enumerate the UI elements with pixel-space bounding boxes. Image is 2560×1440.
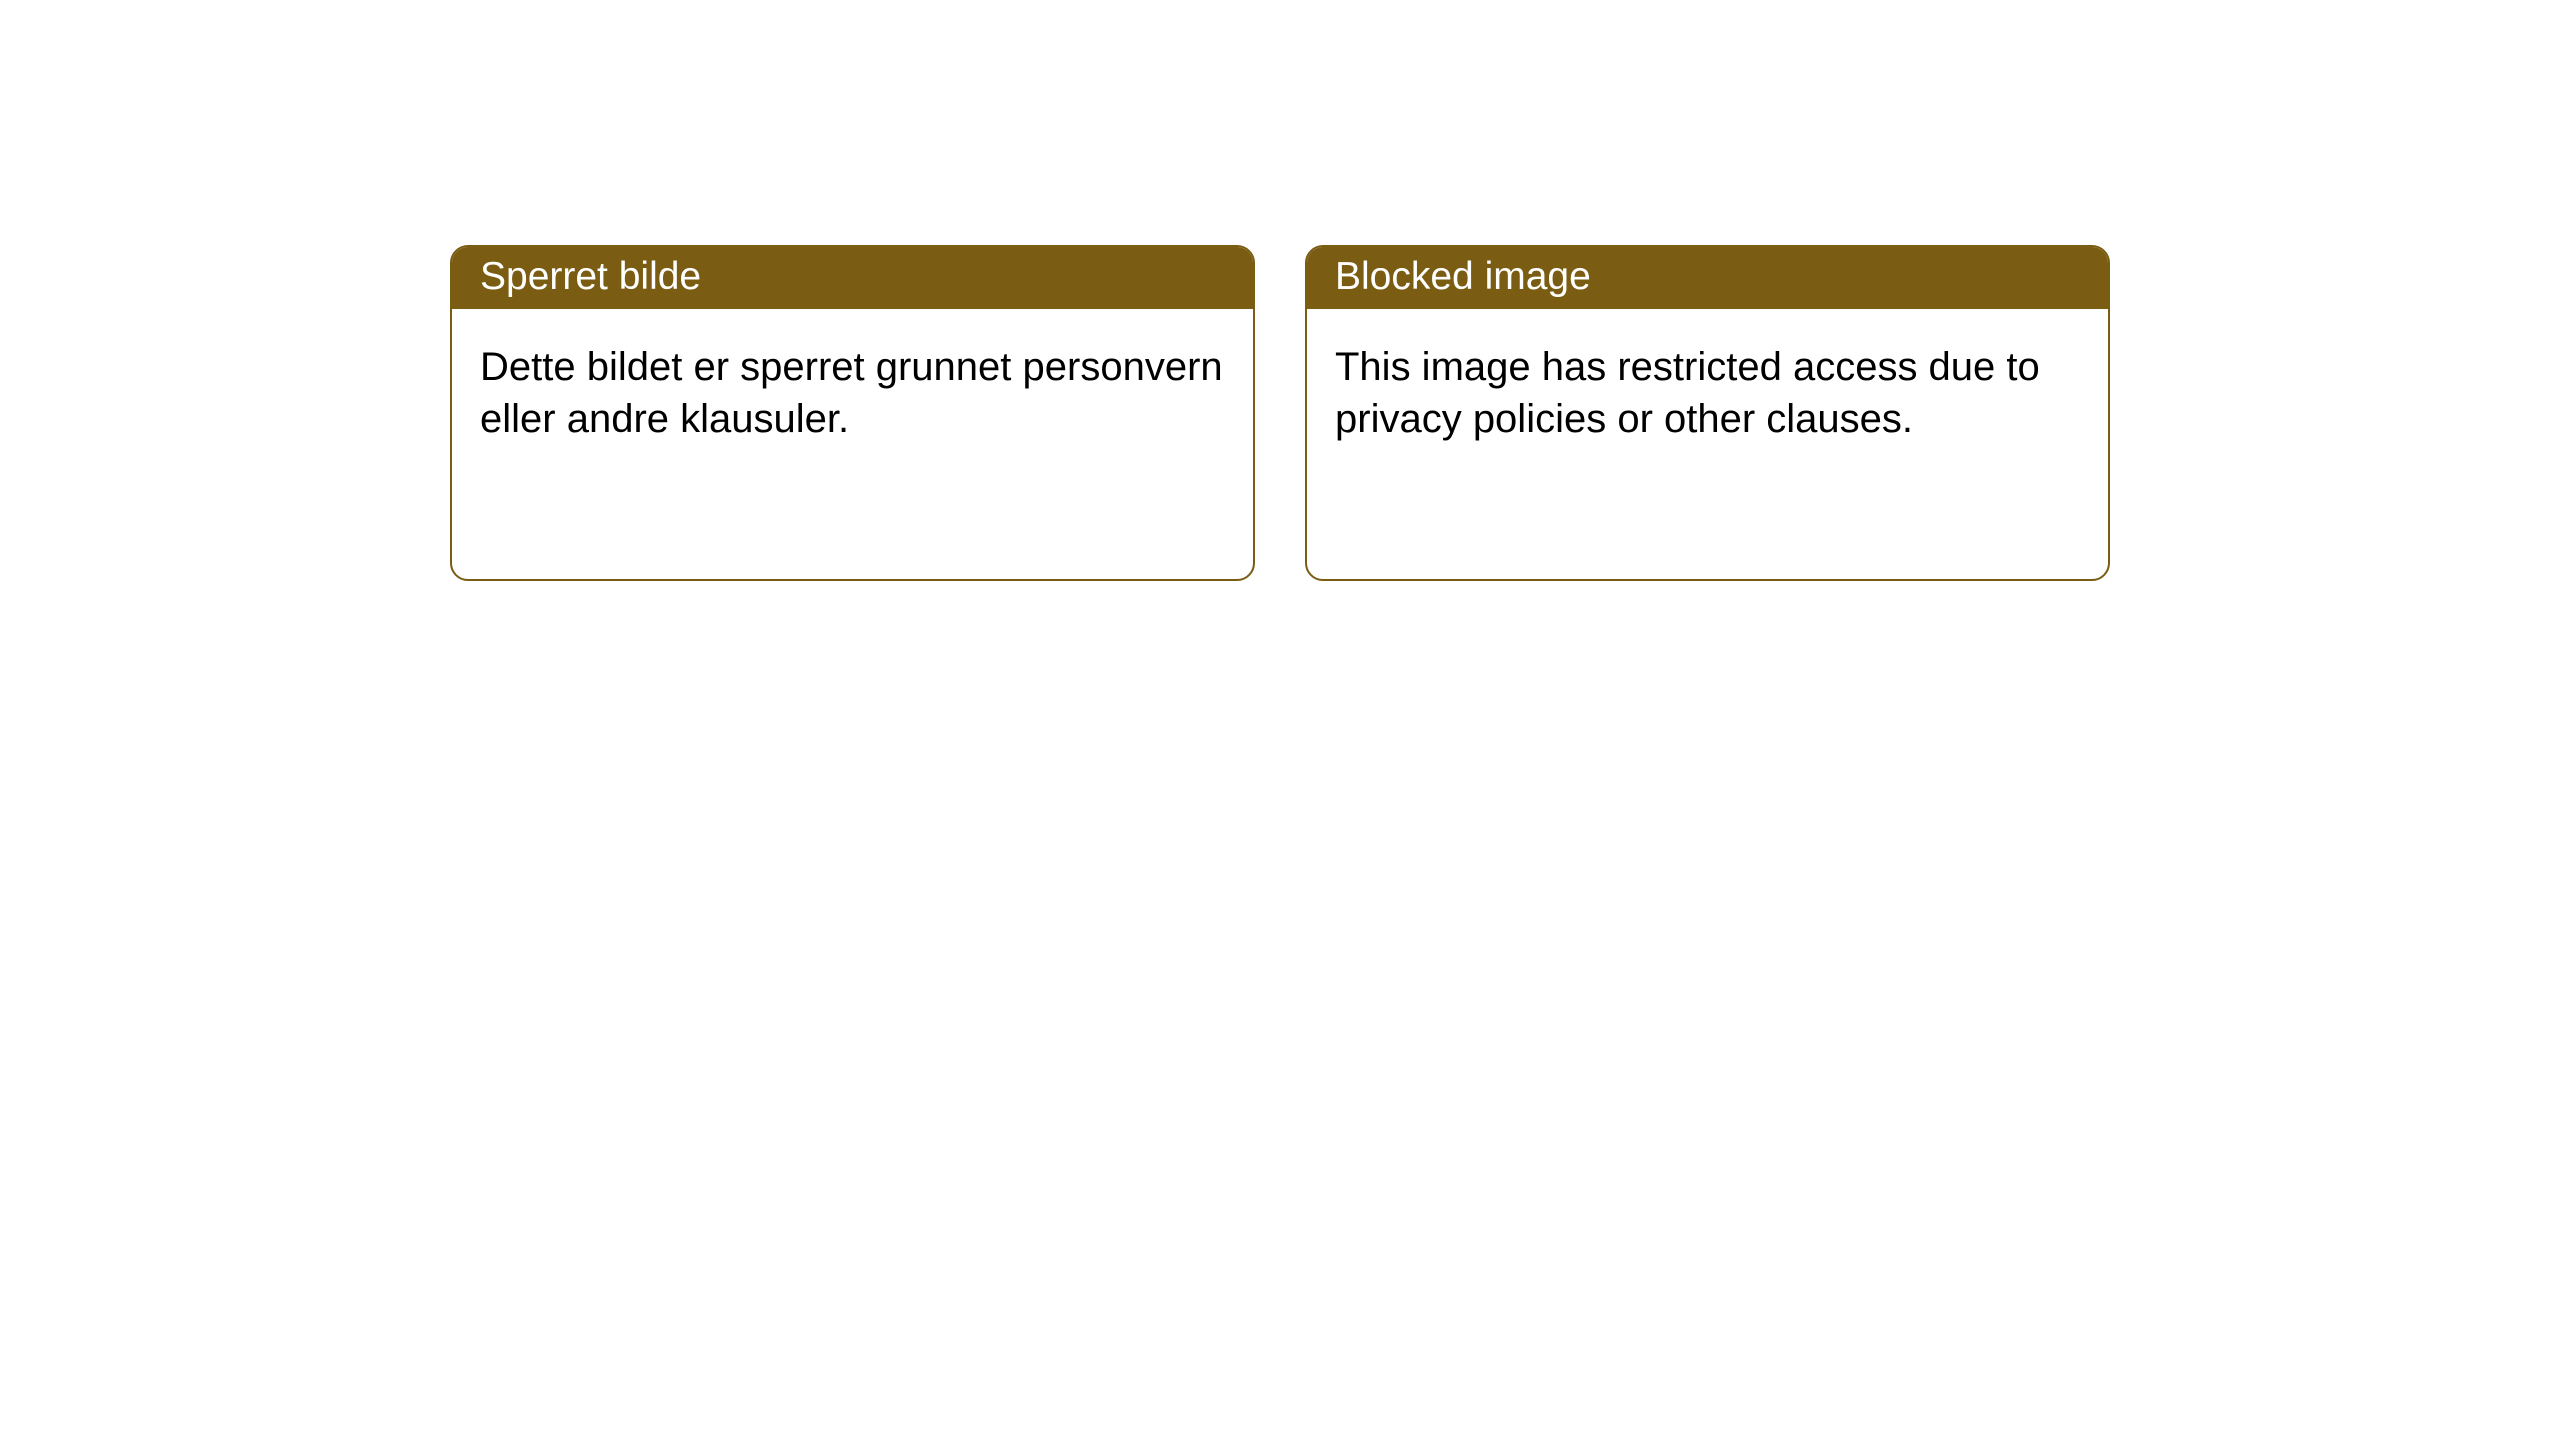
card-body-text: This image has restricted access due to …: [1335, 345, 2040, 441]
card-header: Sperret bilde: [452, 247, 1253, 309]
card-body-text: Dette bildet er sperret grunnet personve…: [480, 345, 1223, 441]
card-body: Dette bildet er sperret grunnet personve…: [452, 309, 1253, 473]
notice-container: Sperret bilde Dette bildet er sperret gr…: [0, 0, 2560, 581]
card-header: Blocked image: [1307, 247, 2108, 309]
card-title: Blocked image: [1335, 255, 1591, 298]
card-body: This image has restricted access due to …: [1307, 309, 2108, 473]
blocked-image-card-norwegian: Sperret bilde Dette bildet er sperret gr…: [450, 245, 1255, 581]
card-title: Sperret bilde: [480, 255, 701, 298]
blocked-image-card-english: Blocked image This image has restricted …: [1305, 245, 2110, 581]
